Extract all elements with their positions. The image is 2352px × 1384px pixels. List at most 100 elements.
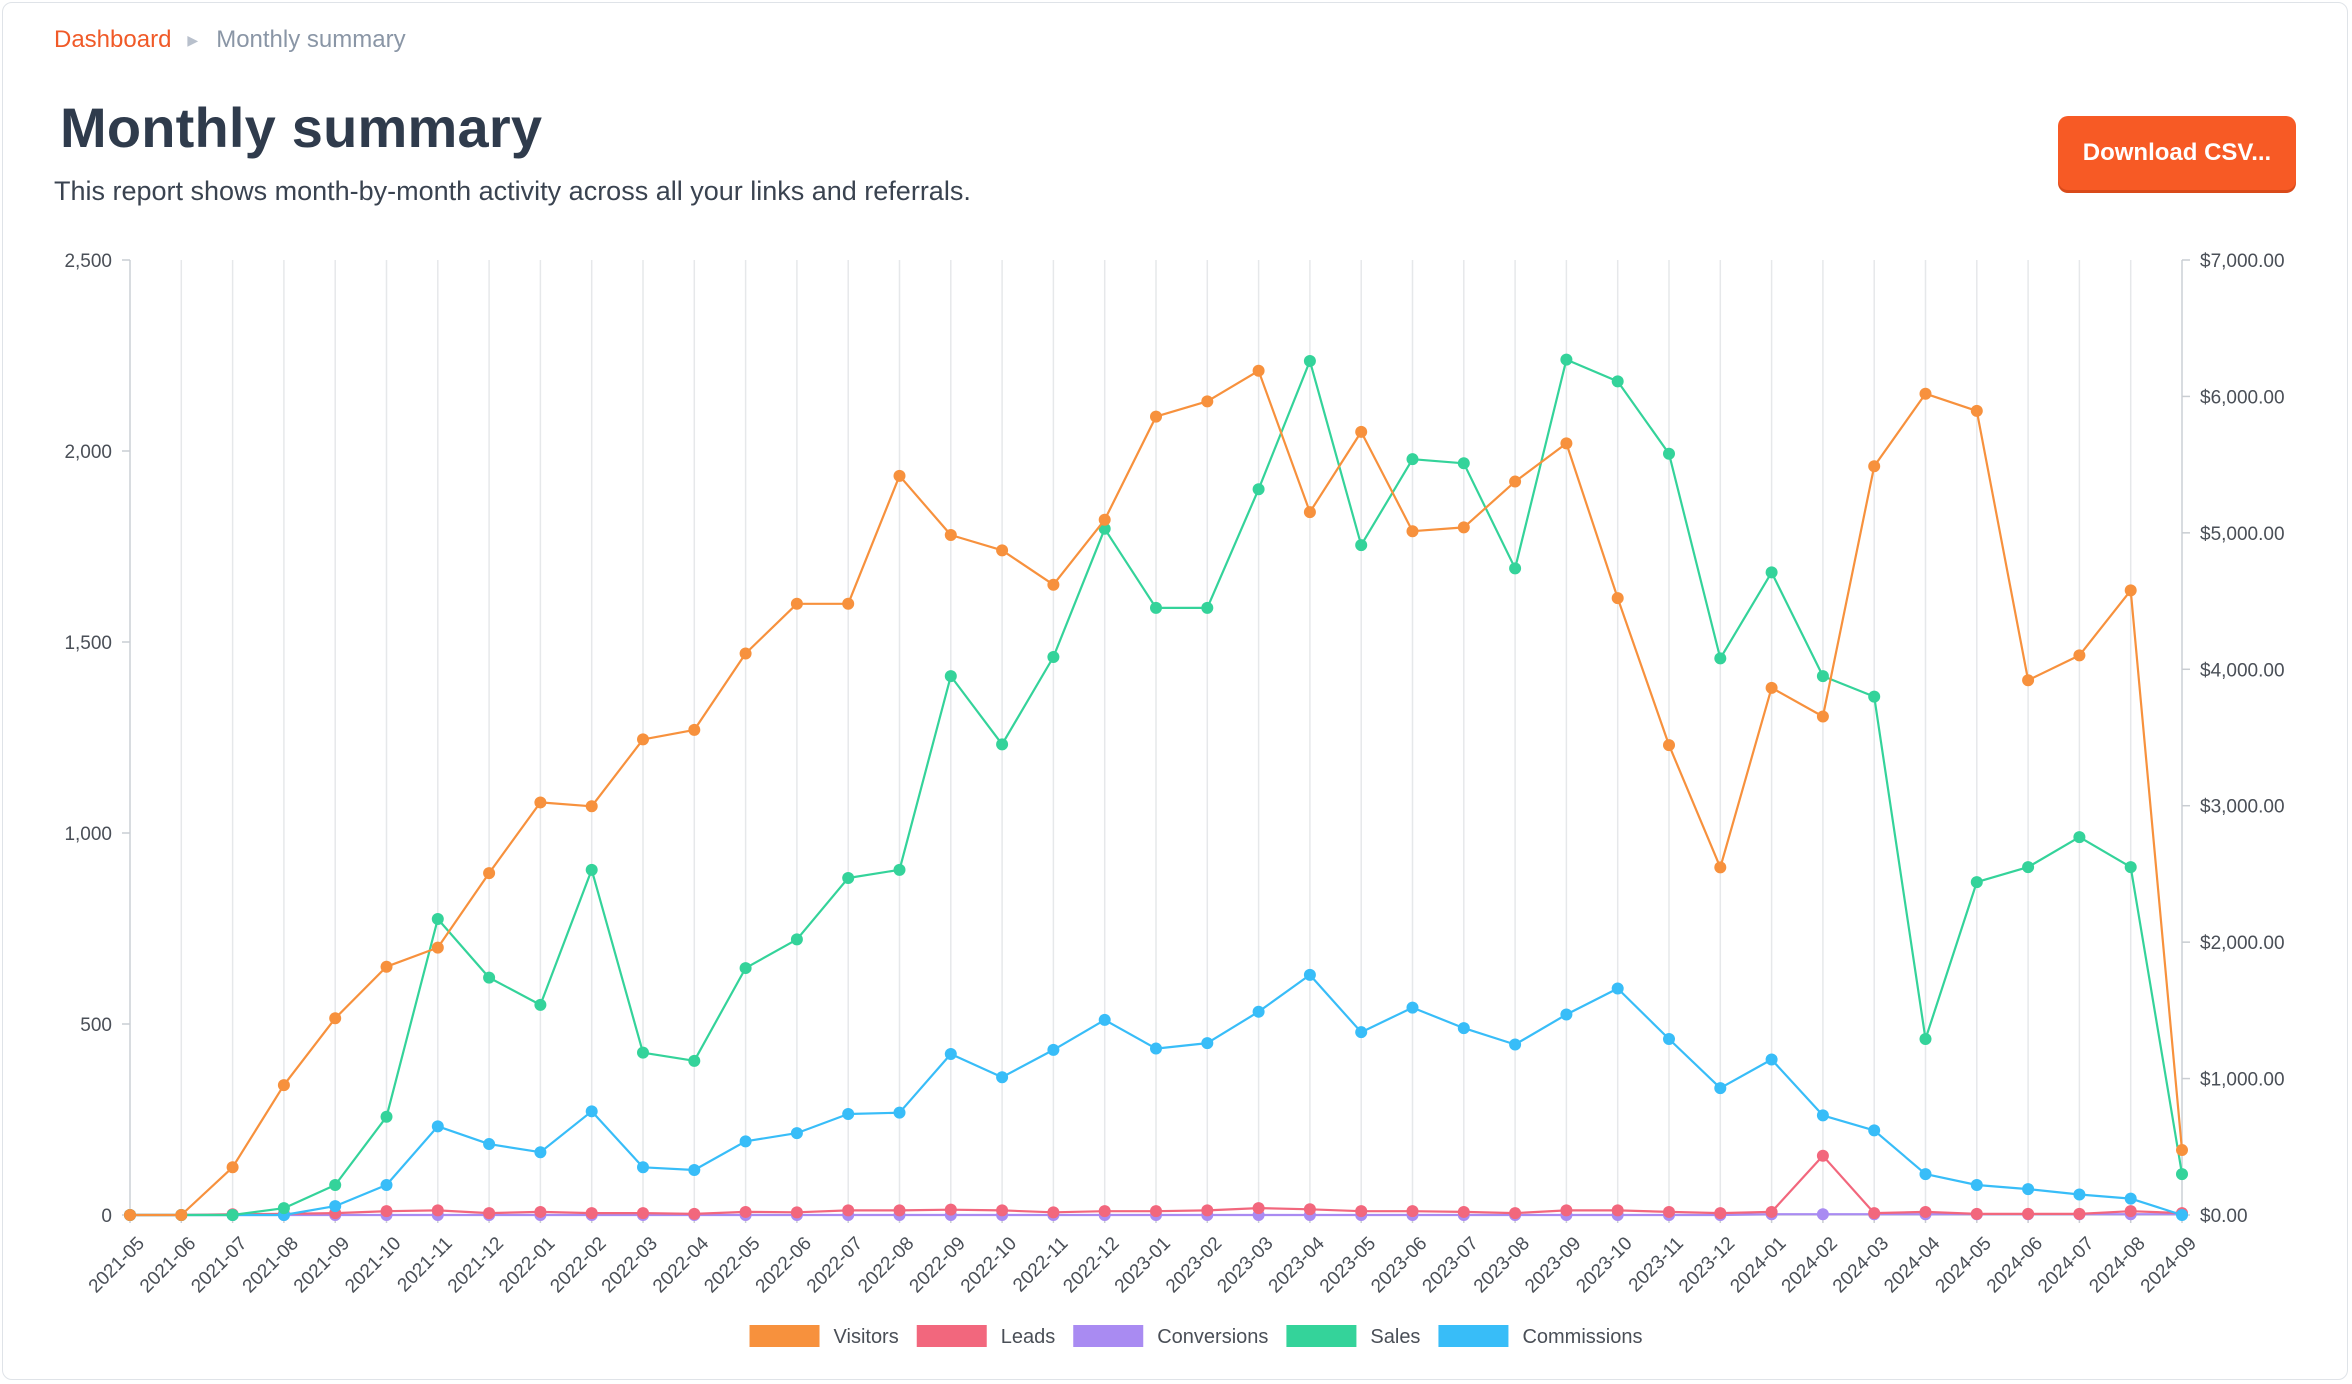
data-point-visitors[interactable] bbox=[124, 1209, 136, 1221]
data-point-visitors[interactable] bbox=[277, 1079, 290, 1092]
data-point-sales[interactable] bbox=[2176, 1168, 2188, 1181]
data-point-sales[interactable] bbox=[1355, 539, 1368, 552]
data-point-commissions[interactable] bbox=[431, 1120, 444, 1133]
data-point-sales[interactable] bbox=[1047, 651, 1060, 664]
data-point-leads[interactable] bbox=[2124, 1205, 2137, 1218]
data-point-visitors[interactable] bbox=[944, 529, 957, 542]
data-point-visitors[interactable] bbox=[1150, 410, 1162, 423]
data-point-commissions[interactable] bbox=[739, 1135, 752, 1148]
data-point-sales[interactable] bbox=[893, 863, 906, 876]
data-point-commissions[interactable] bbox=[585, 1105, 598, 1118]
data-point-sales[interactable] bbox=[1611, 375, 1624, 388]
data-point-visitors[interactable] bbox=[1355, 425, 1368, 438]
data-point-leads[interactable] bbox=[637, 1207, 649, 1220]
data-point-commissions[interactable] bbox=[996, 1071, 1009, 1084]
data-point-sales[interactable] bbox=[1201, 601, 1214, 614]
data-point-commissions[interactable] bbox=[1919, 1168, 1932, 1181]
data-point-leads[interactable] bbox=[1560, 1204, 1573, 1217]
data-point-leads[interactable] bbox=[1663, 1205, 1675, 1218]
data-point-visitors[interactable] bbox=[329, 1012, 342, 1025]
data-point-visitors[interactable] bbox=[1765, 681, 1778, 694]
data-point-sales[interactable] bbox=[1098, 522, 1111, 535]
data-point-leads[interactable] bbox=[483, 1207, 496, 1220]
data-point-commissions[interactable] bbox=[1868, 1124, 1881, 1137]
legend-item-conversions[interactable]: Conversions bbox=[1073, 1325, 1268, 1348]
data-point-commissions[interactable] bbox=[1560, 1008, 1573, 1021]
data-point-sales[interactable] bbox=[1919, 1033, 1932, 1046]
data-point-visitors[interactable] bbox=[2124, 584, 2137, 597]
data-point-sales[interactable] bbox=[1663, 447, 1675, 460]
data-point-visitors[interactable] bbox=[1047, 578, 1060, 591]
data-point-commissions[interactable] bbox=[1765, 1053, 1778, 1066]
legend-item-leads[interactable]: Leads bbox=[916, 1325, 1056, 1348]
data-point-leads[interactable] bbox=[2022, 1207, 2035, 1220]
data-point-leads[interactable] bbox=[1303, 1203, 1316, 1216]
data-point-commissions[interactable] bbox=[1816, 1109, 1829, 1122]
data-point-sales[interactable] bbox=[637, 1046, 649, 1059]
chart-legend[interactable]: Visitors Leads Conversions Sales Commissions bbox=[749, 1325, 1643, 1348]
data-point-commissions[interactable] bbox=[790, 1127, 803, 1140]
data-point-visitors[interactable] bbox=[842, 597, 855, 610]
data-point-sales[interactable] bbox=[996, 738, 1009, 751]
data-point-leads[interactable] bbox=[1098, 1205, 1111, 1218]
data-point-commissions[interactable] bbox=[1663, 1033, 1675, 1046]
data-point-visitors[interactable] bbox=[1663, 739, 1675, 752]
data-point-leads[interactable] bbox=[1406, 1205, 1419, 1218]
data-point-sales[interactable] bbox=[380, 1110, 393, 1123]
data-point-commissions[interactable] bbox=[2073, 1188, 2086, 1201]
data-point-commissions[interactable] bbox=[893, 1106, 906, 1119]
data-point-commissions[interactable] bbox=[1406, 1001, 1419, 1014]
data-point-leads[interactable] bbox=[893, 1204, 906, 1217]
data-point-visitors[interactable] bbox=[1201, 395, 1214, 408]
legend-item-sales[interactable]: Sales bbox=[1286, 1325, 1420, 1348]
data-point-leads[interactable] bbox=[1457, 1205, 1470, 1218]
legend-item-visitors[interactable]: Visitors bbox=[749, 1325, 899, 1348]
data-point-leads[interactable] bbox=[1611, 1204, 1624, 1217]
data-point-sales[interactable] bbox=[483, 971, 496, 984]
data-point-sales[interactable] bbox=[739, 962, 752, 975]
data-point-leads[interactable] bbox=[1252, 1202, 1265, 1215]
data-point-conversions[interactable] bbox=[1816, 1208, 1829, 1221]
data-point-commissions[interactable] bbox=[2124, 1192, 2137, 1205]
data-point-commissions[interactable] bbox=[842, 1108, 855, 1121]
data-point-sales[interactable] bbox=[534, 998, 547, 1011]
data-point-visitors[interactable] bbox=[1816, 710, 1829, 723]
data-point-visitors[interactable] bbox=[483, 867, 496, 880]
data-point-visitors[interactable] bbox=[1868, 460, 1881, 473]
data-point-sales[interactable] bbox=[1303, 354, 1316, 367]
data-point-leads[interactable] bbox=[1816, 1149, 1829, 1162]
data-point-sales[interactable] bbox=[1150, 601, 1162, 614]
data-point-leads[interactable] bbox=[790, 1206, 803, 1219]
data-point-commissions[interactable] bbox=[2022, 1183, 2035, 1196]
data-point-visitors[interactable] bbox=[226, 1161, 239, 1174]
data-point-visitors[interactable] bbox=[1611, 592, 1624, 605]
data-point-sales[interactable] bbox=[1970, 876, 1983, 889]
data-point-visitors[interactable] bbox=[175, 1209, 188, 1221]
data-point-commissions[interactable] bbox=[944, 1048, 957, 1061]
data-point-commissions[interactable] bbox=[1201, 1037, 1214, 1050]
data-point-commissions[interactable] bbox=[329, 1200, 342, 1213]
data-point-leads[interactable] bbox=[688, 1207, 701, 1220]
data-point-visitors[interactable] bbox=[2073, 649, 2086, 662]
data-point-visitors[interactable] bbox=[1714, 861, 1727, 874]
data-point-sales[interactable] bbox=[1406, 453, 1419, 466]
data-point-commissions[interactable] bbox=[1150, 1042, 1162, 1055]
data-point-visitors[interactable] bbox=[688, 723, 701, 736]
data-point-visitors[interactable] bbox=[637, 733, 649, 746]
data-point-sales[interactable] bbox=[585, 863, 598, 876]
data-point-commissions[interactable] bbox=[1355, 1026, 1368, 1039]
data-point-visitors[interactable] bbox=[1406, 525, 1419, 538]
data-point-commissions[interactable] bbox=[1303, 968, 1316, 981]
data-point-commissions[interactable] bbox=[637, 1161, 649, 1174]
data-point-sales[interactable] bbox=[790, 933, 803, 946]
data-point-leads[interactable] bbox=[1047, 1206, 1060, 1219]
data-point-visitors[interactable] bbox=[1560, 437, 1573, 450]
data-point-visitors[interactable] bbox=[1970, 404, 1983, 417]
data-point-visitors[interactable] bbox=[2176, 1144, 2188, 1157]
data-point-visitors[interactable] bbox=[380, 960, 393, 973]
data-point-leads[interactable] bbox=[1868, 1207, 1881, 1220]
data-point-commissions[interactable] bbox=[688, 1163, 701, 1176]
data-point-leads[interactable] bbox=[431, 1204, 444, 1217]
data-point-sales[interactable] bbox=[226, 1209, 239, 1221]
download-csv-button[interactable]: Download CSV... bbox=[2058, 116, 2296, 190]
